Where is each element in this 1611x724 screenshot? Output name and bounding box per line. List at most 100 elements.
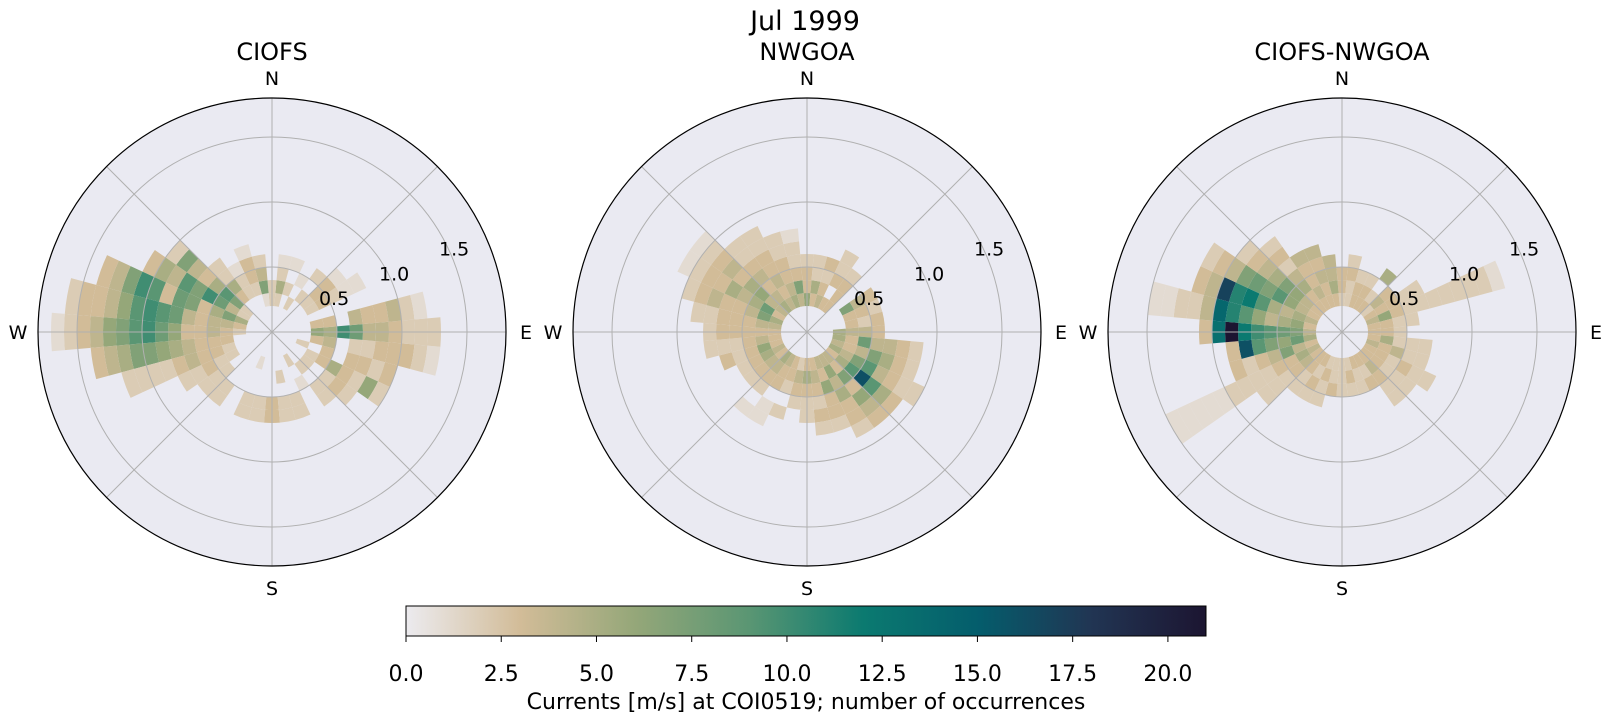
rose-cell [155, 341, 172, 363]
rose-cell [810, 280, 821, 295]
rose-cell [1360, 304, 1374, 318]
rose-cell [865, 348, 883, 365]
rose-cell [129, 294, 147, 321]
rose-cell [1235, 240, 1260, 265]
rose-cell [756, 342, 772, 354]
rose-cell [907, 341, 924, 363]
rose-cell [116, 344, 134, 373]
rose-cell [165, 240, 190, 265]
rose-cell [736, 359, 754, 377]
rose-cell [1264, 337, 1280, 353]
rose-cell [155, 301, 172, 323]
rose-cell [845, 406, 867, 427]
rose-cell [779, 300, 793, 314]
polar-panels: 0.51.01.5NSEWCIOFS0.51.01.5NSEWNWGOA0.51… [9, 38, 1602, 600]
rose-cell [121, 369, 143, 398]
rose-cell [1303, 334, 1317, 343]
rose-cell [1310, 304, 1324, 318]
rose-cell [1320, 367, 1332, 383]
rose-cell [234, 273, 251, 290]
rose-cell [1235, 375, 1257, 400]
rose-cell [258, 280, 269, 295]
rose-cell [1365, 315, 1380, 326]
rose-cell [372, 341, 389, 363]
rose-cell [1271, 287, 1289, 305]
rose-cell [1247, 370, 1268, 392]
rose-cell [1400, 299, 1418, 316]
rose-cell [1367, 321, 1381, 330]
rose-cell [1216, 277, 1236, 302]
rose-cell [690, 301, 707, 323]
rose-cell [842, 342, 858, 354]
rose-cell [1266, 348, 1284, 365]
rose-cell [748, 294, 765, 311]
rose-cell [108, 260, 131, 292]
rose-cell [1320, 281, 1332, 297]
rose-cell [693, 282, 713, 306]
colorbar-tick-label: 20.0 [1143, 662, 1192, 687]
rose-cell [1312, 284, 1326, 301]
rose-cell [1297, 261, 1315, 279]
rose-cell [1238, 339, 1255, 359]
rose-cell [1225, 341, 1242, 363]
panel-title: CIOFS-NWGOA [1254, 38, 1430, 66]
rose-cell [282, 353, 295, 368]
rose-cell [1191, 266, 1213, 295]
colorbar-tick-label: 17.5 [1048, 662, 1097, 687]
rose-cell [186, 258, 208, 280]
rose-cell [154, 257, 177, 283]
rose-cell [1290, 335, 1305, 346]
rose-cell [1405, 279, 1425, 300]
rose-cell [784, 353, 797, 368]
rose-cell [724, 236, 748, 259]
rose-cell [812, 254, 828, 270]
rose-cell [1291, 342, 1307, 354]
compass-label-n: N [265, 68, 279, 90]
rose-cell [295, 338, 310, 349]
rose-cell [201, 359, 219, 377]
rose-cell [1358, 284, 1372, 301]
rose-cell [1312, 363, 1326, 380]
rose-cell [1471, 266, 1493, 295]
rose-cell [1259, 364, 1279, 385]
rose-cell [1331, 357, 1340, 371]
rose-cell [1297, 385, 1315, 403]
rose-cell [1254, 352, 1272, 371]
rose-cell [1346, 382, 1359, 397]
rose-cell [1389, 345, 1405, 360]
rose-cell [1277, 315, 1292, 328]
rose-cell [829, 359, 844, 375]
rose-cell [261, 293, 270, 307]
rose-cell [1299, 354, 1315, 369]
rose-cell [233, 244, 252, 262]
rose-cell [711, 249, 734, 273]
rose-cell [828, 374, 845, 391]
compass-label-w: W [1079, 322, 1098, 344]
compass-label-s: S [266, 578, 278, 600]
rose-cell [785, 367, 797, 383]
rose-cell [233, 321, 247, 330]
rose-cell [1365, 338, 1380, 349]
polar-grid [1108, 98, 1576, 566]
rose-cell [410, 291, 428, 320]
rose-cell [1389, 304, 1405, 319]
rose-cell [1347, 254, 1363, 270]
rose-cell [1379, 335, 1394, 346]
rose-cell [397, 294, 415, 321]
rose-cell [756, 310, 772, 322]
rose-cell [1400, 348, 1418, 365]
rose-cell [880, 391, 903, 415]
rose-cell [1417, 338, 1433, 356]
rose-cell [839, 395, 860, 415]
rose-cell [176, 249, 199, 273]
rose-cell [828, 273, 845, 290]
rose-cell [213, 294, 230, 311]
rose-cell [790, 382, 803, 397]
rose-cell [367, 381, 390, 407]
angular-grid-line [106, 331, 273, 498]
rose-cell [774, 256, 791, 274]
rose-cell [832, 334, 846, 343]
rose-cell [146, 277, 166, 302]
rose-cell [168, 339, 185, 359]
radial-tick-label: 0.5 [1389, 288, 1419, 310]
